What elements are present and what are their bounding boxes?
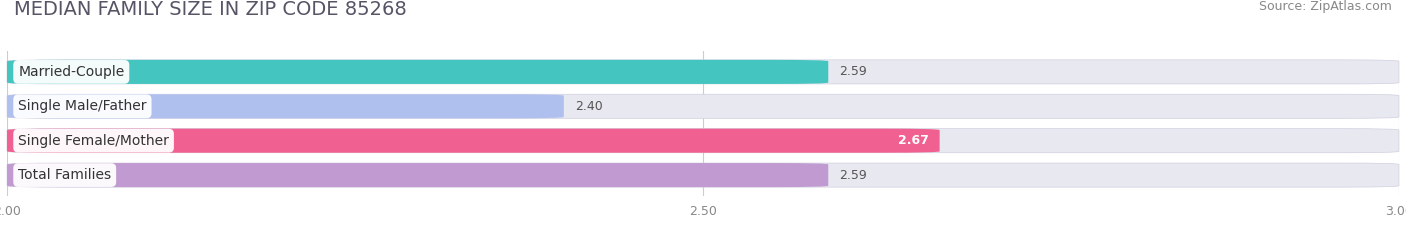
Text: Total Families: Total Families bbox=[18, 168, 111, 182]
Text: 2.67: 2.67 bbox=[897, 134, 928, 147]
FancyBboxPatch shape bbox=[7, 94, 1399, 118]
FancyBboxPatch shape bbox=[7, 60, 828, 84]
Text: Single Male/Father: Single Male/Father bbox=[18, 99, 146, 113]
Text: 2.59: 2.59 bbox=[839, 65, 868, 78]
Text: Married-Couple: Married-Couple bbox=[18, 65, 124, 79]
FancyBboxPatch shape bbox=[7, 60, 1399, 84]
FancyBboxPatch shape bbox=[7, 163, 1399, 187]
FancyBboxPatch shape bbox=[7, 94, 564, 118]
Text: Source: ZipAtlas.com: Source: ZipAtlas.com bbox=[1258, 0, 1392, 13]
Text: 2.40: 2.40 bbox=[575, 100, 603, 113]
Text: Single Female/Mother: Single Female/Mother bbox=[18, 134, 169, 148]
FancyBboxPatch shape bbox=[7, 129, 1399, 153]
Text: 2.59: 2.59 bbox=[839, 169, 868, 182]
FancyBboxPatch shape bbox=[7, 163, 828, 187]
FancyBboxPatch shape bbox=[7, 129, 939, 153]
Text: MEDIAN FAMILY SIZE IN ZIP CODE 85268: MEDIAN FAMILY SIZE IN ZIP CODE 85268 bbox=[14, 0, 406, 19]
